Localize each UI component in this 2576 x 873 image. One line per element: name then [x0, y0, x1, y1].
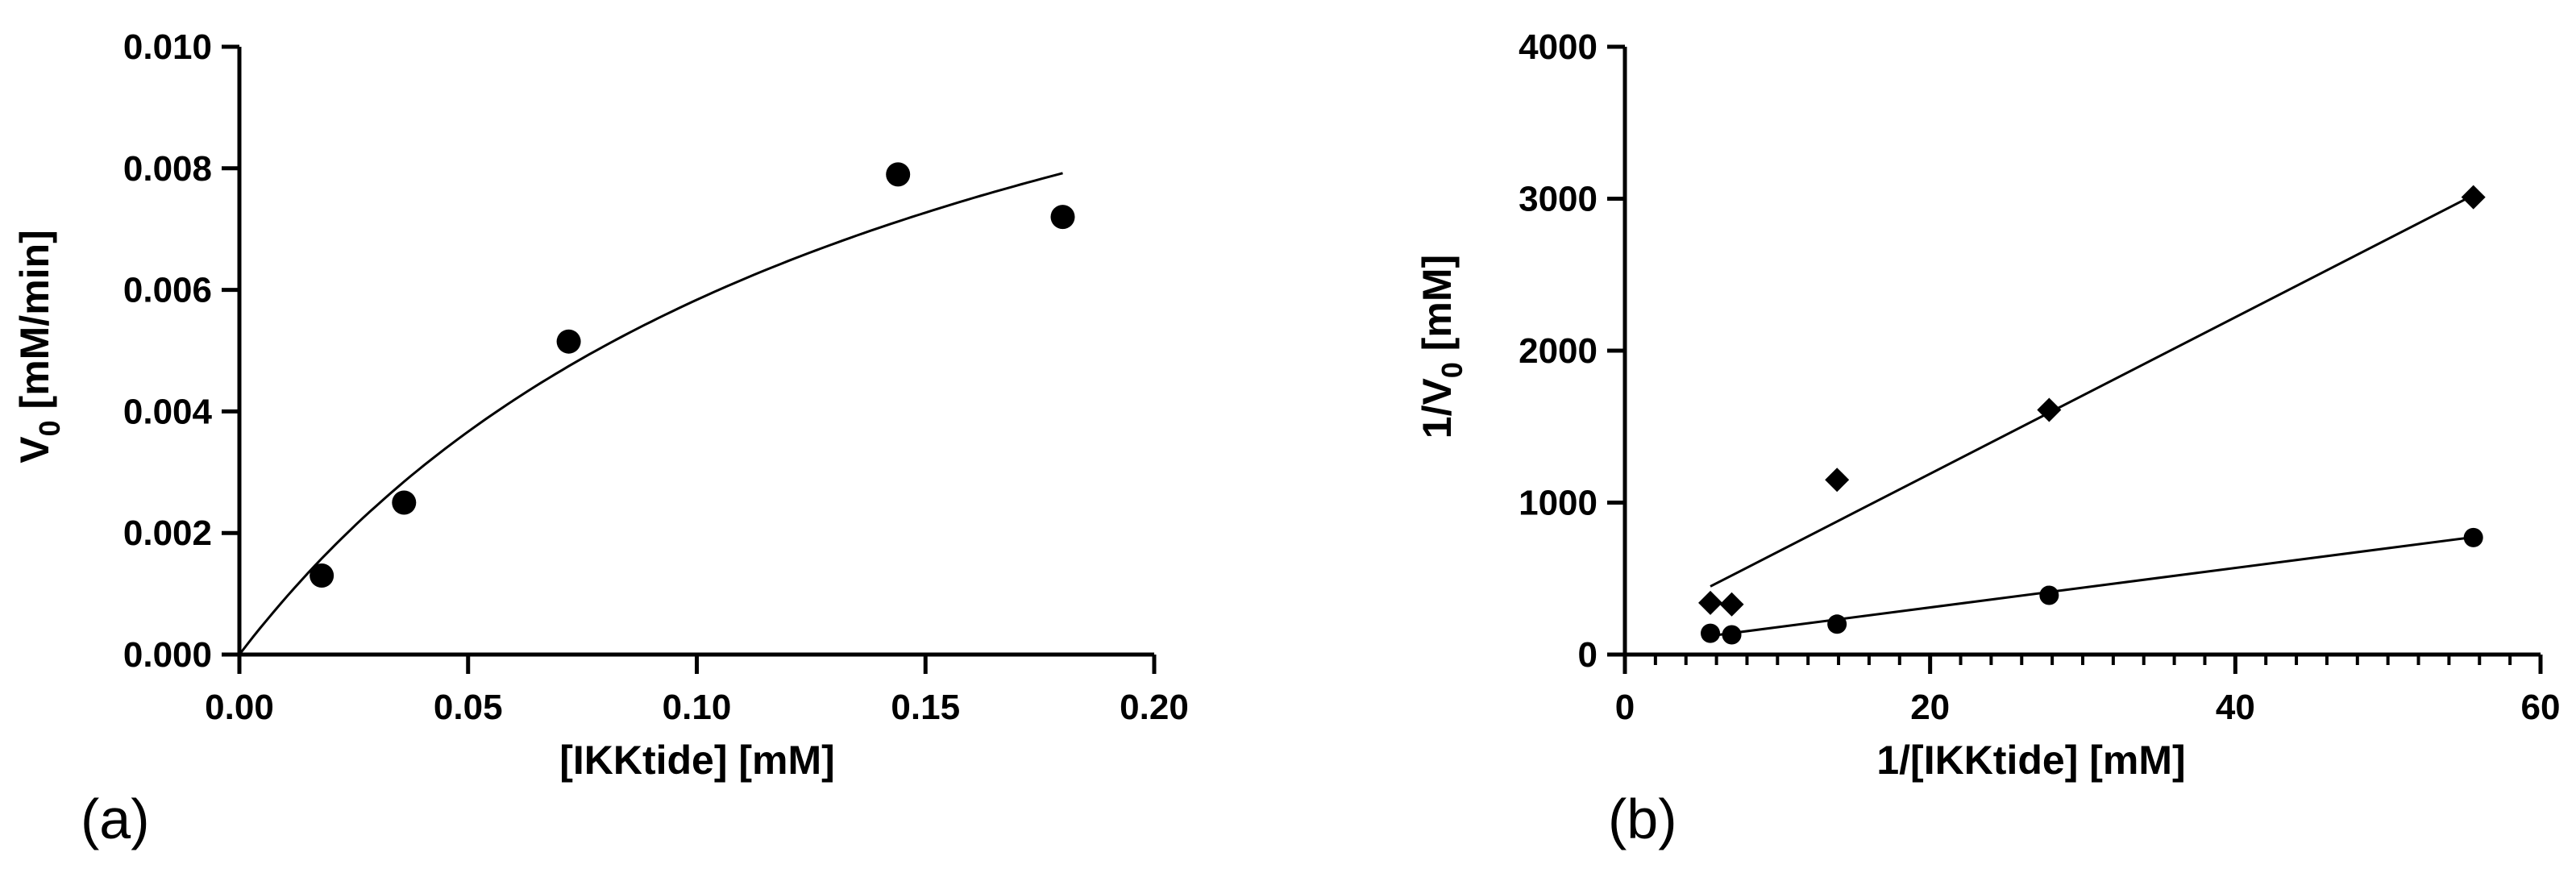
fit-line-circle [1710, 535, 2474, 638]
x-tick-label: 20 [1910, 688, 1950, 727]
x-tick-label: 0.05 [434, 688, 503, 727]
data-point-circle [2463, 527, 2483, 547]
y-tick-label: 4000 [1519, 27, 1598, 67]
y-tick-label: 0.010 [123, 27, 212, 67]
data-point-diamond [1698, 590, 1723, 615]
x-tick-label: 40 [2216, 688, 2255, 727]
data-point-diamond [2461, 185, 2486, 210]
y-tick-label: 0.008 [123, 149, 212, 189]
y-tick-label: 3000 [1519, 180, 1598, 219]
y-tick-label: 0.000 [123, 635, 212, 675]
x-tick-label: 60 [2521, 688, 2561, 727]
data-point-circle [556, 329, 581, 354]
x-tick-label: 0.20 [1120, 688, 1189, 727]
data-point-circle [886, 162, 911, 187]
panel-a-ticks: 0.000 0.002 0.004 0.006 0.008 0.010 0.00 0.05 0.… [123, 27, 1189, 727]
data-point-circle [1050, 205, 1075, 230]
y-tick-label: 2000 [1519, 331, 1598, 371]
x-tick-label: 0.10 [663, 688, 732, 727]
data-point-circle [1827, 614, 1847, 634]
x-tick-label: 0.15 [891, 688, 960, 727]
panel-a-axes [237, 47, 1154, 657]
data-point-diamond [1825, 468, 1850, 493]
data-point-diamond [2037, 397, 2062, 422]
y-tick-label: 0.002 [123, 513, 212, 553]
data-point-circle [392, 490, 417, 515]
x-tick-label: 0.00 [205, 688, 274, 727]
y-tick-label: 1000 [1519, 484, 1598, 523]
panel-a-michaelis-menten-plot: 0.000 0.002 0.004 0.006 0.008 0.010 0.00 0.05 0.… [12, 27, 1189, 850]
panel-a-x-axis-label: [IKKtide] [mM] [559, 738, 835, 783]
panel-b-points [1698, 185, 2486, 645]
y-tick-label: 0 [1578, 635, 1598, 675]
panel-b-lineweaver-burk-plot: 0 1000 2000 3000 4000 0 20 40 60 1/[IKKtide] [mM… [1415, 27, 2560, 850]
panel-a-fit [238, 172, 1063, 655]
data-point-diamond [1719, 592, 1744, 617]
panel-b-fit [1710, 193, 2474, 638]
data-point-circle [1701, 623, 1721, 643]
data-point-circle [2039, 585, 2059, 605]
panel-b-axes [1622, 47, 2541, 657]
fit-line-diamond [1710, 193, 2474, 588]
y-tick-label: 0.004 [123, 392, 213, 431]
panel-b-ticks: 0 1000 2000 3000 4000 0 20 40 60 [1519, 27, 2560, 727]
data-point-circle [310, 563, 334, 588]
panel-b-x-axis-label: 1/[IKKtide] [mM] [1876, 738, 2185, 783]
panel-b-y-axis-label: 1/V0 [mM] [1415, 255, 1469, 439]
data-point-circle [1722, 625, 1742, 645]
y-tick-label: 0.006 [123, 271, 212, 310]
panel-b-label: (b) [1608, 788, 1677, 850]
x-tick-label: 0 [1615, 688, 1635, 727]
panel-a-label: (a) [81, 788, 150, 850]
panel-a-points [310, 162, 1075, 588]
panel-a-y-axis-label: V0 [mM/min] [12, 230, 66, 463]
fit-curve [238, 172, 1063, 655]
